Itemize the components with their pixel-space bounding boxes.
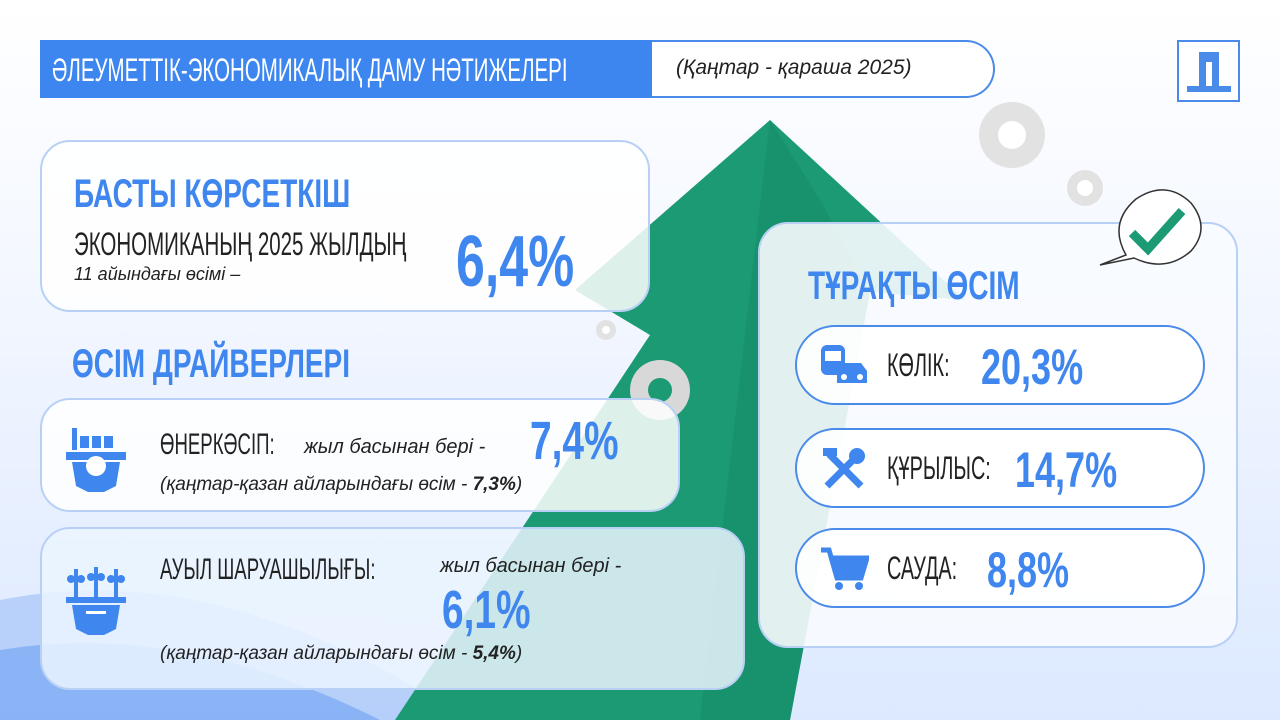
main-indicator-title: БАСТЫ КӨРСЕТКІШ <box>74 172 351 216</box>
factory-gear-icon <box>66 428 126 492</box>
logo <box>1177 40 1240 102</box>
driver-card-agriculture: АУЫЛ ШАРУАШЫЛЫҒЫ: жыл басынан бері - 6,1… <box>40 527 745 690</box>
stable-growth-title: ТҰРАҚТЫ ӨСІМ <box>808 264 1020 308</box>
drivers-title: ӨСІМ ДРАЙВЕРЛЕРІ <box>72 342 350 386</box>
main-indicator-line1: ЭКОНОМИКАНЫҢ 2025 ЖЫЛДЫҢ <box>74 226 407 262</box>
driver-note-text: (қаңтар-қазан айларындағы өсім - <box>160 474 473 495</box>
plants-gear-icon <box>66 567 126 635</box>
period-pill: (Қаңтар - қараша 2025) <box>652 40 995 98</box>
driver-note-value: 5,4% <box>472 643 516 664</box>
driver-note-suffix: ) <box>515 643 523 664</box>
header-bar: ӘЛЕУМЕТТІК-ЭКОНОМИКАЛЫҚ ДАМУ НӘТИЖЕЛЕРІ <box>40 40 655 98</box>
stable-item-transport: КӨЛІК: 20,3% <box>795 325 1205 405</box>
driver-card-industry: ӨНЕРКӘСІП: жыл басынан бері - 7,4% (қаңт… <box>40 398 680 512</box>
stable-item-label: ҚҰРЫЛЫС: <box>887 450 991 486</box>
check-bubble-icon <box>1099 189 1202 266</box>
transport-icon <box>821 345 867 383</box>
stable-item-label: САУДА: <box>887 550 958 586</box>
stable-item-value: 20,3% <box>981 339 1084 395</box>
main-indicator-card: БАСТЫ КӨРСЕТКІШ ЭКОНОМИКАНЫҢ 2025 ЖЫЛДЫҢ… <box>40 140 650 312</box>
driver-note-suffix: ) <box>515 474 523 495</box>
stable-item-label: КӨЛІК: <box>887 347 950 383</box>
stable-item-value: 14,7% <box>1015 442 1118 498</box>
stable-item-value: 8,8% <box>987 542 1070 598</box>
main-indicator-line2: 11 айындағы өсімі – <box>74 264 241 284</box>
period-text: (Қаңтар - қараша 2025) <box>676 56 912 79</box>
driver-value: 7,4% <box>530 411 619 471</box>
driver-since: жыл басынан бері - <box>440 555 622 577</box>
driver-label: ӨНЕРКӘСІП: <box>160 428 275 461</box>
cart-icon <box>821 547 869 590</box>
driver-value: 6,1% <box>442 580 531 640</box>
driver-note: (қаңтар-қазан айларындағы өсім - 5,4%) <box>160 643 522 665</box>
driver-label: АУЫЛ ШАРУАШЫЛЫҒЫ: <box>160 553 376 586</box>
stable-item-trade: САУДА: 8,8% <box>795 528 1205 608</box>
driver-note: (қаңтар-қазан айларындағы өсім - 7,3%) <box>160 474 522 496</box>
gear-icon <box>596 102 1103 340</box>
stable-item-construction: ҚҰРЫЛЫС: 14,7% <box>795 428 1205 508</box>
driver-note-value: 7,3% <box>472 474 516 495</box>
driver-note-text: (қаңтар-қазан айларындағы өсім - <box>160 643 473 664</box>
tools-icon <box>823 448 865 489</box>
main-indicator-value: 6,4% <box>456 222 575 302</box>
page-title: ӘЛЕУМЕТТІК-ЭКОНОМИКАЛЫҚ ДАМУ НӘТИЖЕЛЕРІ <box>52 52 568 88</box>
driver-since: жыл басынан бері - <box>304 436 486 458</box>
